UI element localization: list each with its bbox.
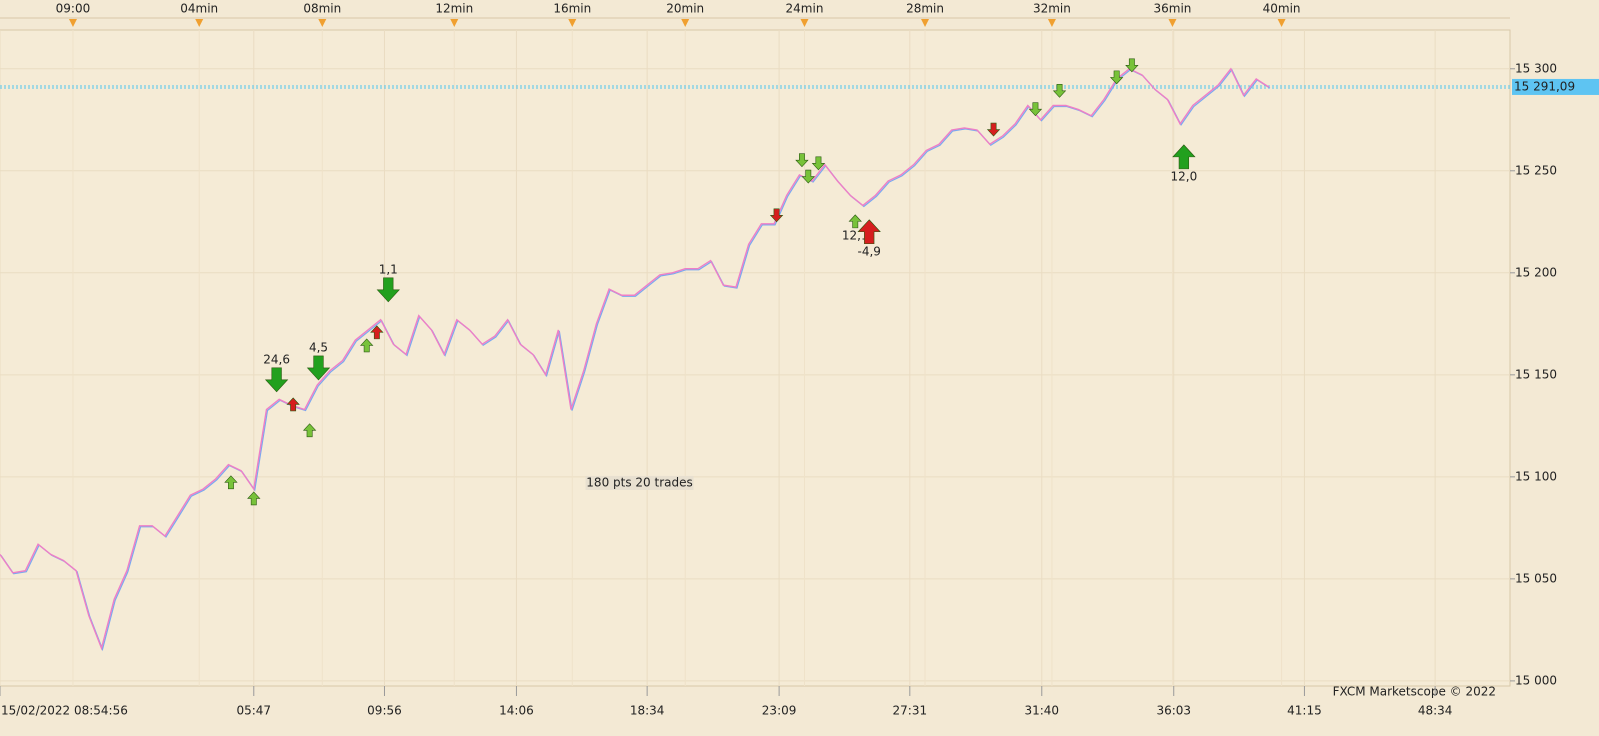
watermark: FXCM Marketscope © 2022 bbox=[1333, 685, 1496, 699]
trade-label: 4,5 bbox=[309, 340, 328, 354]
annotation: 180 pts 20 trades bbox=[586, 475, 692, 489]
trade-arrow bbox=[1109, 70, 1124, 85]
trade-arrow bbox=[1028, 102, 1043, 117]
top-tick-label: 12min bbox=[435, 2, 473, 16]
top-tick bbox=[921, 19, 930, 27]
top-tick bbox=[1047, 19, 1056, 27]
current-price-box bbox=[1512, 78, 1599, 95]
x-tick-label: 23:09 bbox=[762, 704, 797, 718]
top-tick-label: 36min bbox=[1154, 2, 1192, 16]
trade-arrow bbox=[286, 397, 300, 412]
trade-label: 1,1 bbox=[379, 262, 398, 276]
y-tick-label: 15 050 bbox=[1515, 571, 1557, 585]
trade-arrow bbox=[1125, 58, 1139, 73]
top-tick bbox=[318, 19, 327, 27]
top-tick bbox=[195, 19, 204, 27]
trade-arrow bbox=[986, 122, 1001, 137]
trade-arrow bbox=[1172, 144, 1196, 170]
top-tick-label: 40min bbox=[1263, 2, 1301, 16]
trade-arrow bbox=[795, 153, 809, 168]
y-tick-label: 15 150 bbox=[1515, 367, 1557, 381]
current-price-label: 15 291,09 bbox=[1514, 79, 1575, 93]
top-tick-label: 20min bbox=[666, 2, 704, 16]
trade-arrow bbox=[224, 475, 238, 490]
trade-arrow bbox=[306, 355, 331, 381]
trade-arrow bbox=[247, 491, 261, 506]
top-tick-label: 24min bbox=[786, 2, 824, 16]
y-tick-label: 15 100 bbox=[1515, 469, 1557, 483]
trade-arrow bbox=[264, 367, 289, 393]
top-tick-label: 28min bbox=[906, 2, 944, 16]
top-tick bbox=[681, 19, 690, 27]
x-tick-label: 15/02/2022 08:54:56 bbox=[1, 704, 128, 718]
price-line-shadow bbox=[0, 68, 1271, 652]
annotation-box bbox=[585, 475, 694, 490]
top-tick bbox=[568, 19, 577, 27]
y-tick-label: 15 000 bbox=[1515, 673, 1557, 687]
trade-label: 12,0 bbox=[1171, 169, 1198, 183]
x-tick-label: 05:47 bbox=[236, 704, 271, 718]
top-tick bbox=[450, 19, 459, 27]
top-tick bbox=[800, 19, 809, 27]
trade-arrow bbox=[857, 219, 881, 245]
trade-arrow bbox=[848, 214, 862, 229]
top-tick-label: 04min bbox=[180, 2, 218, 16]
plot-area bbox=[0, 29, 1511, 687]
trade-arrow bbox=[370, 325, 384, 340]
x-tick-label: 14:06 bbox=[499, 704, 534, 718]
top-tick-label: 32min bbox=[1033, 2, 1071, 16]
trade-label: -4,9 bbox=[857, 244, 880, 258]
trade-arrow bbox=[801, 169, 815, 184]
top-tick-label: 09:00 bbox=[56, 2, 91, 16]
x-tick-label: 27:31 bbox=[893, 704, 928, 718]
top-tick bbox=[68, 19, 77, 27]
x-tick-label: 18:34 bbox=[630, 704, 665, 718]
trade-label: 24,6 bbox=[263, 352, 290, 366]
trade-arrow bbox=[376, 277, 400, 303]
y-tick-label: 15 200 bbox=[1515, 265, 1557, 279]
price-line bbox=[0, 67, 1270, 651]
top-tick bbox=[1168, 19, 1177, 27]
top-tick bbox=[1277, 19, 1286, 27]
y-tick-label: 15 250 bbox=[1515, 163, 1557, 177]
x-tick-label: 41:15 bbox=[1287, 704, 1322, 718]
top-tick-label: 16min bbox=[553, 2, 591, 16]
trade-arrow bbox=[811, 156, 826, 171]
x-tick-label: 31:40 bbox=[1024, 704, 1059, 718]
x-tick-label: 09:56 bbox=[367, 704, 402, 718]
trade-arrow bbox=[1052, 84, 1067, 98]
trade-arrow bbox=[302, 423, 317, 438]
y-tick-label: 15 300 bbox=[1515, 61, 1557, 75]
top-tick-label: 08min bbox=[303, 2, 341, 16]
trade-arrow bbox=[360, 338, 374, 353]
trade-arrow bbox=[769, 208, 784, 223]
x-tick-label: 48:34 bbox=[1418, 704, 1453, 718]
x-tick-label: 36:03 bbox=[1156, 704, 1191, 718]
